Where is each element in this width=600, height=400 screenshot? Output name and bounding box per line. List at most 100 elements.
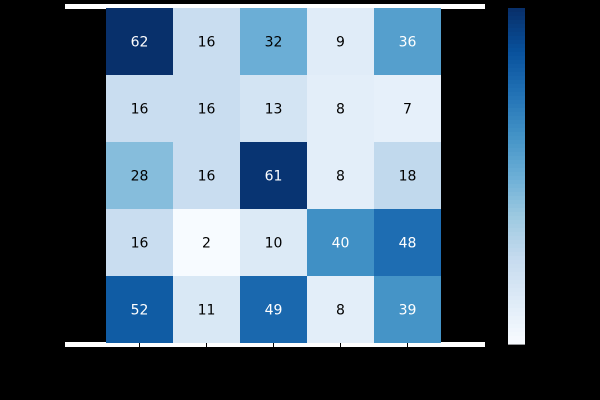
cell-value-label: 49 <box>265 303 283 319</box>
cell-value-label: 8 <box>336 303 345 319</box>
colorbar-segment <box>508 176 525 181</box>
colorbar-segment <box>508 172 525 177</box>
colorbar-segment <box>508 252 525 257</box>
colorbar-segment <box>508 148 525 153</box>
colorbar-segment <box>508 104 525 109</box>
axes-top-band <box>65 4 485 9</box>
cell-value-label: 36 <box>399 35 417 51</box>
colorbar-segment <box>508 308 525 313</box>
colorbar-segment <box>508 256 525 261</box>
colorbar-segment <box>508 164 525 169</box>
colorbar-segment <box>508 92 525 97</box>
heatmap-cell <box>240 276 307 343</box>
colorbar-segment <box>508 300 525 305</box>
colorbar-segment <box>508 168 525 173</box>
colorbar-segment <box>508 264 525 269</box>
heatmap-cell <box>240 75 307 142</box>
colorbar-segment <box>508 192 525 197</box>
cell-value-label: 52 <box>131 303 149 319</box>
colorbar-segment <box>508 184 525 189</box>
cell-value-label: 28 <box>131 169 149 185</box>
colorbar-segment <box>508 316 525 321</box>
heatmap-cell <box>307 276 374 343</box>
heatmap-value-labels: 62 16 32 9 36 16 16 13 8 7 28 16 61 8 18 16 2 10 40 48 52 11 4… <box>131 35 417 319</box>
colorbar-segment <box>508 160 525 165</box>
colorbar-segment <box>508 212 525 217</box>
cell-value-label: 8 <box>336 102 345 118</box>
cell-value-label: 16 <box>198 102 216 118</box>
colorbar-segment <box>508 68 525 73</box>
colorbar-segment <box>508 296 525 301</box>
colorbar-segment <box>508 28 525 33</box>
colorbar-segment <box>508 244 525 249</box>
colorbar-segment <box>508 120 525 125</box>
colorbar-segment <box>508 216 525 221</box>
colorbar-segment <box>508 280 525 285</box>
colorbar-segment <box>508 220 525 225</box>
colorbar-segment <box>508 200 525 205</box>
heatmap-cell <box>173 142 240 209</box>
cell-value-label: 18 <box>399 169 417 185</box>
colorbar <box>508 8 525 345</box>
colorbar-segment <box>508 276 525 281</box>
colorbar-segment <box>508 336 525 341</box>
colorbar-segment <box>508 228 525 233</box>
colorbar-segment <box>508 88 525 93</box>
colorbar-segment <box>508 8 525 13</box>
colorbar-segment <box>508 224 525 229</box>
colorbar-segment <box>508 140 525 145</box>
colorbar-segment <box>508 208 525 213</box>
colorbar-segment <box>508 112 525 117</box>
heatmap-cell <box>307 8 374 75</box>
colorbar-segment <box>508 156 525 161</box>
heatmap-cell <box>173 276 240 343</box>
heatmap-cell <box>374 142 441 209</box>
colorbar-segment <box>508 36 525 41</box>
colorbar-segment <box>508 312 525 317</box>
heatmap-cell <box>106 209 173 276</box>
colorbar-segment <box>508 24 525 29</box>
heatmap-cell <box>173 75 240 142</box>
colorbar-segment <box>508 144 525 149</box>
cell-value-label: 32 <box>265 35 283 51</box>
heatmap-cell <box>307 75 374 142</box>
colorbar-segment <box>508 324 525 329</box>
colorbar-segment <box>508 16 525 21</box>
colorbar-segment <box>508 12 525 17</box>
colorbar-segment <box>508 328 525 333</box>
colorbar-segment <box>508 64 525 69</box>
colorbar-segment <box>508 232 525 237</box>
heatmap-cell <box>240 142 307 209</box>
colorbar-segment <box>508 204 525 209</box>
colorbar-segment <box>508 52 525 57</box>
colorbar-segment <box>508 124 525 129</box>
colorbar-segment <box>508 196 525 201</box>
colorbar-segment <box>508 340 525 345</box>
heatmap-cell <box>106 276 173 343</box>
colorbar-segment <box>508 100 525 105</box>
colorbar-segment <box>508 304 525 309</box>
colorbar-segment <box>508 80 525 85</box>
colorbar-segment <box>508 132 525 137</box>
cell-value-label: 11 <box>198 303 216 319</box>
cell-value-label: 16 <box>198 169 216 185</box>
colorbar-segment <box>508 40 525 45</box>
colorbar-segment <box>508 96 525 101</box>
colorbar-segment <box>508 152 525 157</box>
heatmap-cell <box>374 75 441 142</box>
cell-value-label: 48 <box>399 236 417 252</box>
axis-ticks <box>101 41 408 348</box>
cell-value-label: 9 <box>336 35 345 51</box>
colorbar-segment <box>508 248 525 253</box>
cell-value-label: 62 <box>131 35 149 51</box>
cell-value-label: 8 <box>336 169 345 185</box>
colorbar-segment <box>508 268 525 273</box>
heatmap-cell <box>106 75 173 142</box>
cell-value-label: 16 <box>198 35 216 51</box>
heatmap-cell <box>173 209 240 276</box>
cell-value-label: 10 <box>265 236 283 252</box>
colorbar-segment <box>508 116 525 121</box>
cell-value-label: 7 <box>403 102 412 118</box>
colorbar-segment <box>508 292 525 297</box>
colorbar-segment <box>508 56 525 61</box>
